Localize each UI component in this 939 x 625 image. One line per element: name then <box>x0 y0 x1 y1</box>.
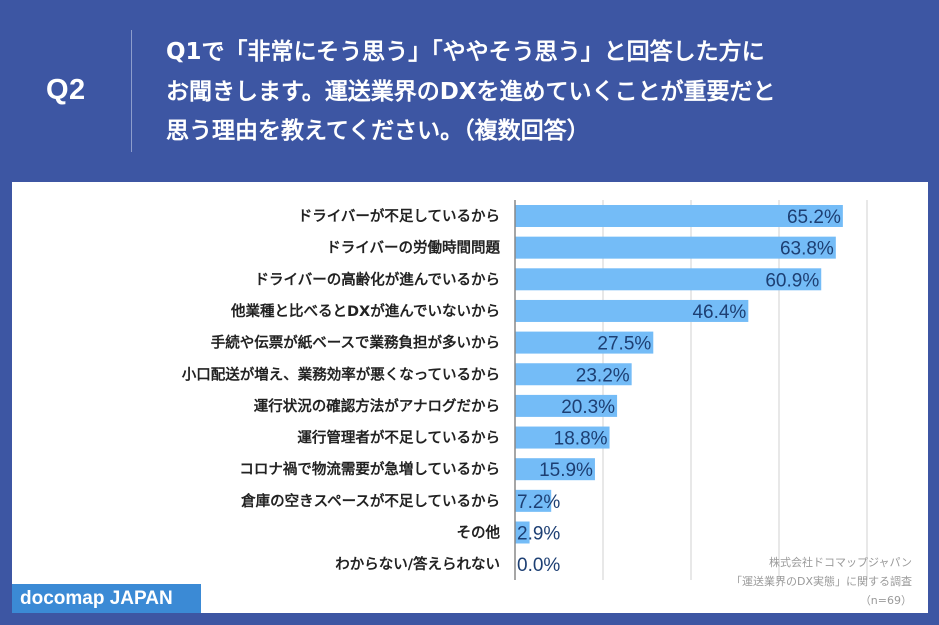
category-label: その他 <box>457 524 501 542</box>
value-label: 15.9% <box>539 460 593 481</box>
header-divider <box>131 30 132 152</box>
question-text: Q1で「非常にそう思う」「ややそう思う」と回答した方に お聞きします。運送業界の… <box>166 33 926 152</box>
bar <box>515 268 822 291</box>
value-label: 20.3% <box>561 397 615 418</box>
question-line: 思う理由を教えてください。（複数回答） <box>166 118 590 144</box>
category-label: 他業種と比べるとDXが進んでいないから <box>230 302 500 320</box>
bar <box>515 205 843 227</box>
value-label: 7.2% <box>517 492 560 513</box>
question-line: Q1で「非常にそう思う」「ややそう思う」と回答した方に <box>166 39 765 65</box>
value-label: 65.2% <box>787 207 841 228</box>
bar <box>515 394 618 417</box>
category-label: 運行管理者が不足しているから <box>297 429 500 447</box>
category-label: 小口配送が増え、業務効率が悪くなっているから <box>182 365 500 383</box>
question-line: お聞きします。運送業界のDXを進めていくことが重要だと <box>166 78 776 105</box>
category-label: わからない/答えられない <box>335 555 500 573</box>
category-label: ドライバーの労働時間問題 <box>326 239 500 257</box>
survey-credit: 株式会社ドコマップジャパン 「運送業界のDX実態」に関する調査 （n=69） <box>731 553 912 610</box>
value-label: 0.0% <box>517 555 560 576</box>
category-label: ドライバーが不足しているから <box>298 207 500 225</box>
value-label: 46.4% <box>692 302 746 323</box>
category-label: 運行状況の確認方法がアナログだから <box>254 397 500 415</box>
bar <box>515 331 654 354</box>
value-label: 23.2% <box>576 365 630 386</box>
value-label: 27.5% <box>597 334 651 355</box>
bar <box>515 489 552 512</box>
value-label: 18.8% <box>554 429 608 450</box>
question-number: Q2 <box>46 74 86 106</box>
bar <box>515 521 530 544</box>
bar <box>515 458 595 481</box>
credit-sample-size: （n=69） <box>859 594 912 607</box>
value-label: 2.9% <box>517 524 560 545</box>
credit-survey: 「運送業界のDX実態」に関する調査 <box>730 575 912 588</box>
bar <box>515 363 632 386</box>
value-labels: 65.2% 63.8% 60.9% 46.4% 27.5% 23.2% 20.3% 18.8%… <box>517 207 841 576</box>
bar <box>515 236 836 259</box>
grid-layer <box>602 200 868 580</box>
bar-layer <box>515 205 843 544</box>
value-label: 63.8% <box>780 239 834 260</box>
credit-company: 株式会社ドコマップジャパン <box>769 556 912 569</box>
bar <box>515 299 749 322</box>
category-labels: ドライバーが不足しているからドライバーの労働時間問題ドライバーの高齢化が進んでい… <box>182 207 501 573</box>
category-label: コロナ禍で物流需要が急増しているから <box>239 460 500 478</box>
category-label: 手続や伝票が紙ベースで業務負担が多いから <box>211 334 500 352</box>
bar <box>515 426 610 449</box>
category-label: 倉庫の空きスペースが不足しているから <box>240 492 500 510</box>
docomap-logo: docomap JAPAN <box>12 584 201 613</box>
value-label: 60.9% <box>765 270 819 291</box>
category-label: ドライバーの高齢化が進んでいるから <box>255 270 500 288</box>
